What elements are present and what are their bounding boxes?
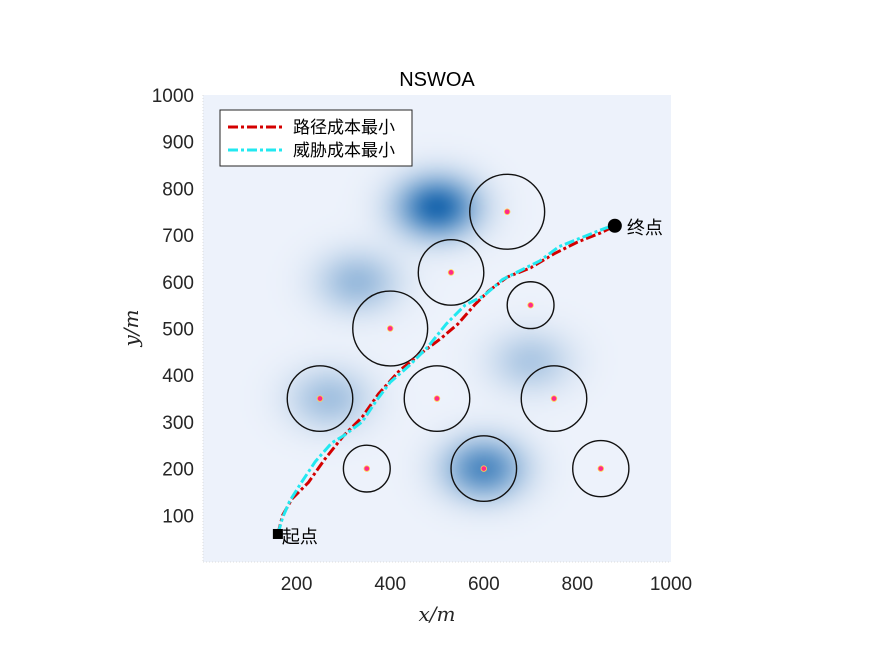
y-tick-label: 700 (162, 226, 194, 247)
path-layer (276, 224, 616, 535)
legend-box (219, 109, 413, 167)
obstacle-center-dot (447, 269, 455, 276)
obstacle-center-dot (597, 465, 604, 472)
start-label: 起点 (282, 527, 318, 548)
obstacle-circle (286, 365, 354, 433)
x-tick-label: 800 (562, 574, 594, 595)
x-tick-labels: 200 400 600 800 1000 (281, 574, 692, 595)
obstacle-circle (572, 439, 630, 498)
legend: 路径成本最小 威胁成本最小 (219, 109, 413, 167)
y-tick-label: 100 (162, 506, 194, 527)
obstacle-center-dot (433, 395, 441, 402)
plot-area (202, 95, 671, 563)
obstacle-circle (403, 365, 471, 433)
series-line-path-cost (276, 224, 616, 535)
y-tick-label: 200 (162, 460, 194, 481)
x-axis-label: x/m (419, 602, 456, 626)
marker-layer: 起点 终点 (272, 218, 663, 548)
obstacle-circle (342, 444, 391, 493)
obstacle-circle (520, 365, 588, 433)
legend-label-path-cost: 路径成本最小 (293, 118, 395, 138)
y-tick-label: 600 (162, 273, 194, 294)
x-tick-label: 200 (281, 574, 313, 595)
x-tick-label: 600 (468, 574, 500, 595)
y-tick-label: 300 (162, 413, 194, 434)
x-tick-label: 400 (374, 574, 406, 595)
obstacle-circle (469, 173, 546, 250)
y-tick-labels: 100 200 300 400 500 600 700 800 900 1000 (152, 86, 194, 527)
obstacle-layer (286, 173, 630, 503)
x-tick-label: 1000 (650, 574, 692, 595)
obstacle-circle (352, 290, 429, 367)
obstacle-center-dot (316, 395, 324, 402)
y-tick-label: 400 (162, 366, 194, 387)
y-tick-label: 900 (162, 133, 194, 154)
obstacle-center-dot (387, 325, 394, 332)
y-tick-label: 800 (162, 179, 194, 200)
obstacle-circle (417, 238, 485, 306)
end-label: 终点 (627, 218, 663, 239)
start-marker (272, 528, 283, 539)
obstacle-center-dot (480, 465, 487, 472)
y-axis-label: y/m (119, 309, 143, 347)
chart-title: NSWOA (399, 69, 475, 91)
end-marker (607, 218, 622, 233)
obstacle-center-dot (550, 395, 558, 402)
obstacle-circle (450, 435, 518, 503)
series-line-threat-cost (276, 224, 616, 535)
obstacle-center-dot (363, 465, 370, 472)
threat-heatmap (203, 95, 671, 562)
obstacle-circle (506, 281, 555, 330)
y-tick-label: 500 (162, 320, 194, 341)
legend-label-threat-cost: 威胁成本最小 (293, 141, 395, 161)
obstacle-center-dot (527, 301, 534, 309)
y-tick-label: 1000 (152, 86, 194, 107)
obstacle-center-dot (504, 208, 511, 215)
